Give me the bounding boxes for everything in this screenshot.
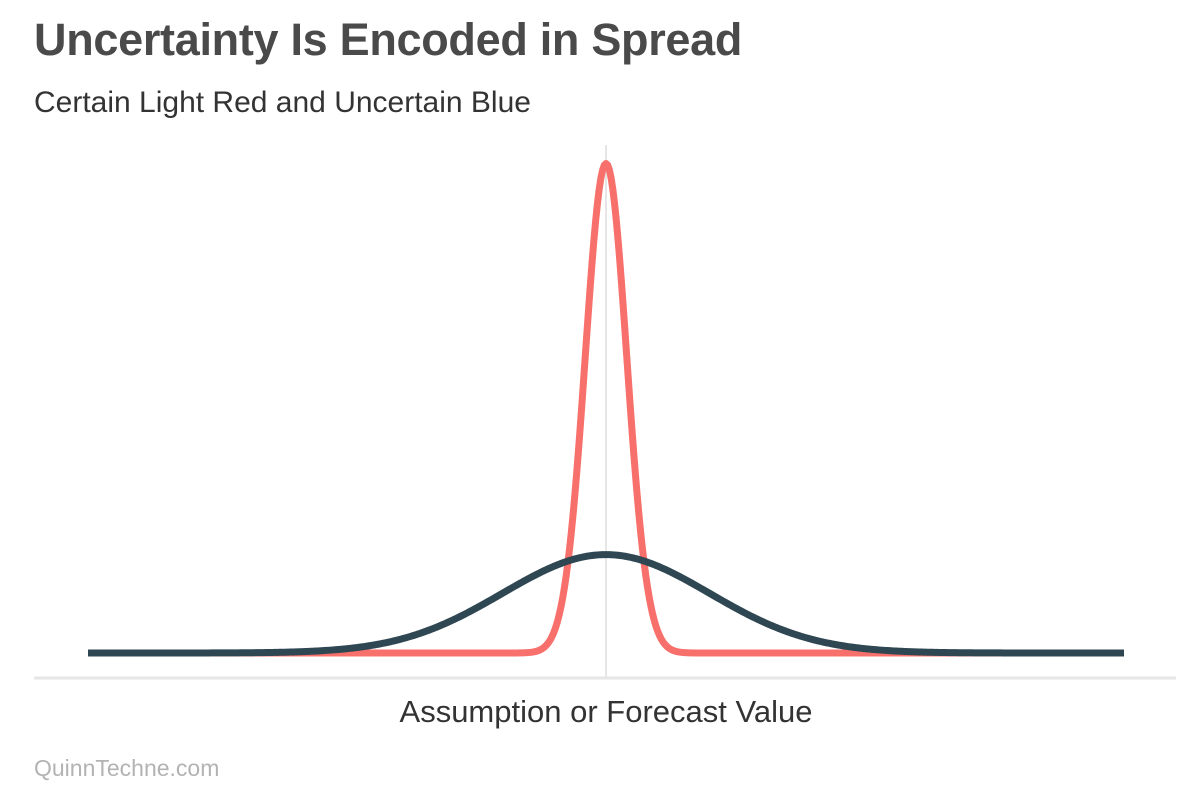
- chart-subtitle: Certain Light Red and Uncertain Blue: [34, 86, 531, 119]
- x-axis-label: Assumption or Forecast Value: [399, 694, 813, 729]
- series-uncertain-line: [86, 551, 1126, 657]
- chart-title: Uncertainty Is Encoded in Spread: [34, 14, 743, 65]
- source-credit: QuinnTechne.com: [34, 755, 220, 781]
